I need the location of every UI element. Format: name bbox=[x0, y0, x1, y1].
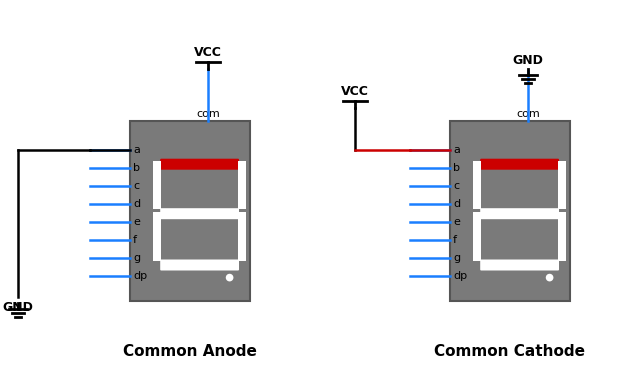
Bar bbox=[153, 212, 161, 261]
FancyBboxPatch shape bbox=[480, 159, 559, 170]
FancyBboxPatch shape bbox=[160, 159, 239, 170]
Text: b: b bbox=[453, 163, 460, 173]
Text: a: a bbox=[133, 145, 140, 155]
Text: VCC: VCC bbox=[194, 46, 222, 59]
Text: g: g bbox=[453, 253, 460, 263]
Text: dp: dp bbox=[133, 271, 147, 281]
Text: GND: GND bbox=[513, 54, 544, 67]
Text: VCC: VCC bbox=[341, 85, 369, 98]
Text: a: a bbox=[453, 145, 460, 155]
Text: com: com bbox=[516, 109, 540, 119]
Text: dp: dp bbox=[453, 271, 467, 281]
Circle shape bbox=[546, 274, 554, 281]
Text: f: f bbox=[453, 235, 457, 245]
Text: g: g bbox=[133, 253, 140, 263]
Bar bbox=[473, 161, 481, 209]
FancyBboxPatch shape bbox=[160, 259, 239, 270]
Bar bbox=[153, 161, 161, 209]
FancyBboxPatch shape bbox=[480, 259, 559, 270]
Text: Common Anode: Common Anode bbox=[123, 344, 257, 359]
Text: com: com bbox=[196, 109, 220, 119]
Text: e: e bbox=[453, 217, 460, 227]
Text: c: c bbox=[133, 181, 139, 191]
Bar bbox=[558, 161, 566, 209]
Text: d: d bbox=[133, 199, 140, 209]
Bar bbox=[558, 212, 566, 261]
Text: b: b bbox=[133, 163, 140, 173]
Bar bbox=[473, 212, 481, 261]
Text: Common Cathode: Common Cathode bbox=[435, 344, 585, 359]
Bar bbox=[450, 121, 570, 301]
FancyBboxPatch shape bbox=[160, 208, 239, 219]
Text: d: d bbox=[453, 199, 460, 209]
Bar bbox=[238, 212, 246, 261]
Bar bbox=[238, 161, 246, 209]
Text: e: e bbox=[133, 217, 140, 227]
Bar bbox=[130, 121, 250, 301]
Circle shape bbox=[226, 274, 234, 281]
Text: c: c bbox=[453, 181, 459, 191]
Text: GND: GND bbox=[2, 301, 33, 314]
Text: f: f bbox=[133, 235, 137, 245]
FancyBboxPatch shape bbox=[480, 208, 559, 219]
